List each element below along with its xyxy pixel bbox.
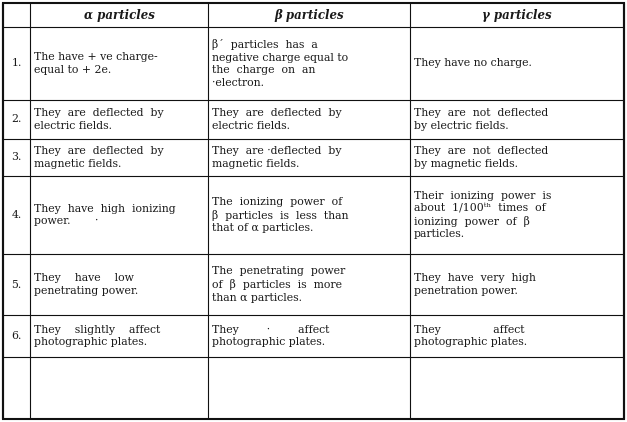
Text: They  have  high  ionizing
power.       ·: They have high ionizing power. ·	[34, 204, 176, 226]
Text: They have no charge.: They have no charge.	[414, 59, 532, 68]
Text: 6.: 6.	[11, 331, 22, 341]
Text: 4.: 4.	[11, 210, 21, 220]
Text: They  have  very  high
penetration power.: They have very high penetration power.	[414, 273, 536, 296]
Text: 2.: 2.	[11, 114, 22, 124]
Text: They  are  not  deflected
by electric fields.: They are not deflected by electric field…	[414, 108, 548, 131]
Text: β particles: β particles	[274, 8, 344, 22]
Text: They    have    low
penetrating power.: They have low penetrating power.	[34, 273, 138, 296]
Text: They  are  deflected  by
magnetic fields.: They are deflected by magnetic fields.	[34, 146, 164, 169]
Text: They    slightly    affect
photographic plates.: They slightly affect photographic plates…	[34, 325, 161, 347]
Text: 5.: 5.	[11, 279, 21, 289]
Text: They  are  deflected  by
electric fields.: They are deflected by electric fields.	[212, 108, 342, 131]
Text: γ particles: γ particles	[482, 8, 552, 22]
Text: They  are  not  deflected
by magnetic fields.: They are not deflected by magnetic field…	[414, 146, 548, 169]
Text: The have + ve charge-
equal to + 2e.: The have + ve charge- equal to + 2e.	[34, 52, 157, 75]
Text: They  are  deflected  by
electric fields.: They are deflected by electric fields.	[34, 108, 164, 131]
Text: 3.: 3.	[11, 152, 22, 162]
Text: The  penetrating  power
of  β  particles  is  more
than α particles.: The penetrating power of β particles is …	[212, 266, 345, 303]
Text: 1.: 1.	[11, 59, 22, 68]
Text: They  are ·deflected  by
magnetic fields.: They are ·deflected by magnetic fields.	[212, 146, 342, 169]
Text: The  ionizing  power  of
β  particles  is  less  than
that of α particles.: The ionizing power of β particles is les…	[212, 197, 349, 233]
Text: α particles: α particles	[83, 8, 154, 22]
Text: β´  particles  has  a
negative charge equal to
the  charge  on  an
·electron.: β´ particles has a negative charge equal…	[212, 39, 348, 88]
Text: They        ·        affect
photographic plates.: They · affect photographic plates.	[212, 325, 329, 347]
Text: They               affect
photographic plates.: They affect photographic plates.	[414, 325, 527, 347]
Text: Their  ionizing  power  is
about  1/100ᵗʰ  times  of
ionizing  power  of  β
part: Their ionizing power is about 1/100ᵗʰ ti…	[414, 191, 551, 239]
